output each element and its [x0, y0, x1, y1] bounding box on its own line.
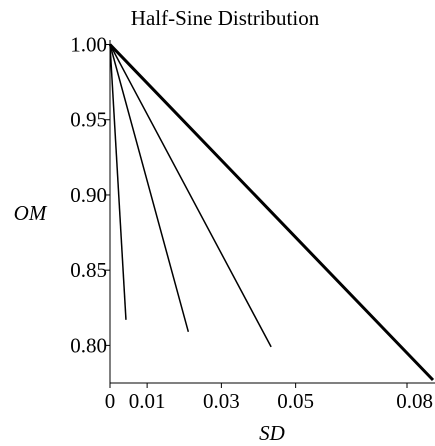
- x-ticks: 0 0.01 0.03 0.05 0.08: [105, 383, 433, 413]
- series-line-3: [109, 44, 272, 348]
- x-tick-label: 0.01: [129, 389, 166, 413]
- series-line-4: [108, 43, 435, 382]
- series-group: [108, 43, 435, 382]
- y-tick-label: 0.85: [70, 258, 107, 282]
- y-axis-label: OM: [14, 201, 48, 225]
- y-tick-label: 0.95: [70, 108, 107, 132]
- x-tick-label: 0.05: [277, 389, 314, 413]
- x-tick-label: 0: [105, 389, 116, 413]
- x-axis-label: SD: [259, 421, 285, 445]
- chart-title: Half-Sine Distribution: [131, 6, 320, 30]
- x-tick-label: 0.03: [203, 389, 240, 413]
- series-line-2: [109, 44, 190, 333]
- y-tick-label: 0.80: [70, 333, 107, 357]
- y-tick-label: 1.00: [70, 33, 107, 57]
- y-ticks: 0.80 0.85 0.90 0.95 1.00: [70, 33, 110, 357]
- series-line-1: [109, 44, 127, 320]
- x-tick-label: 0.08: [396, 389, 433, 413]
- y-tick-label: 0.90: [70, 183, 107, 207]
